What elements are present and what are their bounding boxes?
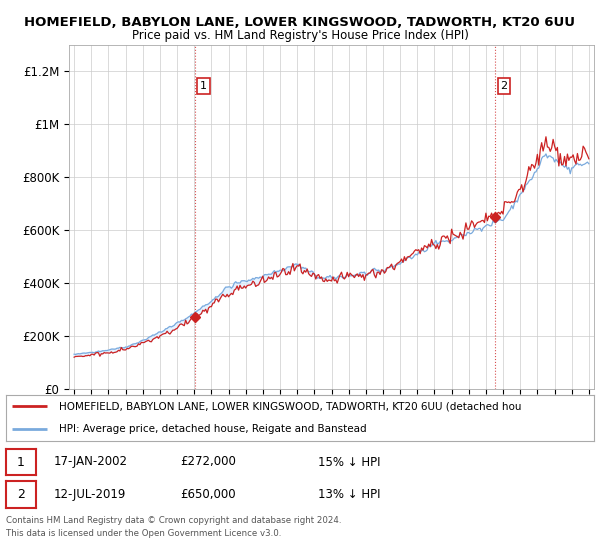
Text: HOMEFIELD, BABYLON LANE, LOWER KINGSWOOD, TADWORTH, KT20 6UU (detached hou: HOMEFIELD, BABYLON LANE, LOWER KINGSWOOD…: [59, 402, 521, 411]
Text: 17-JAN-2002: 17-JAN-2002: [54, 455, 128, 469]
Text: 2: 2: [17, 488, 25, 501]
Text: £650,000: £650,000: [180, 488, 236, 501]
Text: Contains HM Land Registry data © Crown copyright and database right 2024.: Contains HM Land Registry data © Crown c…: [6, 516, 341, 525]
Text: HOMEFIELD, BABYLON LANE, LOWER KINGSWOOD, TADWORTH, KT20 6UU: HOMEFIELD, BABYLON LANE, LOWER KINGSWOOD…: [25, 16, 575, 29]
Text: This data is licensed under the Open Government Licence v3.0.: This data is licensed under the Open Gov…: [6, 529, 281, 538]
Text: 2: 2: [500, 81, 508, 91]
Text: 13% ↓ HPI: 13% ↓ HPI: [318, 488, 380, 501]
Text: 15% ↓ HPI: 15% ↓ HPI: [318, 455, 380, 469]
Text: 12-JUL-2019: 12-JUL-2019: [54, 488, 127, 501]
Text: Price paid vs. HM Land Registry's House Price Index (HPI): Price paid vs. HM Land Registry's House …: [131, 29, 469, 42]
Text: HPI: Average price, detached house, Reigate and Banstead: HPI: Average price, detached house, Reig…: [59, 424, 367, 434]
Text: £272,000: £272,000: [180, 455, 236, 469]
Text: 1: 1: [17, 455, 25, 469]
Text: 1: 1: [200, 81, 207, 91]
